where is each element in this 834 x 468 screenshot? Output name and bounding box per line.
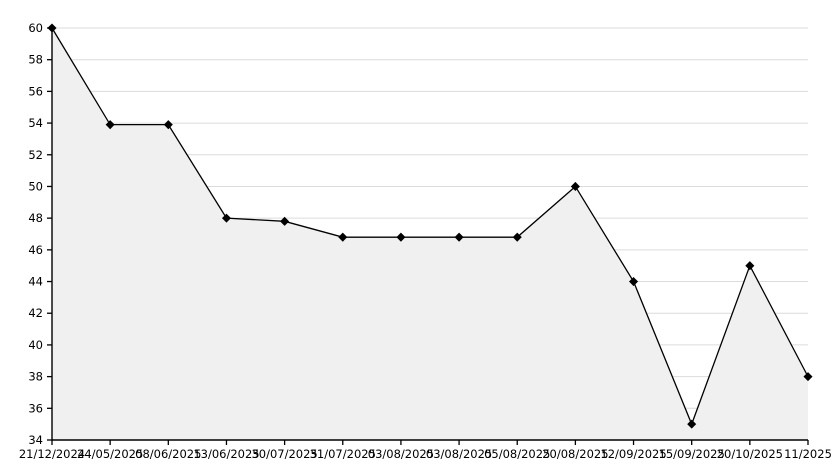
data-point-marker — [47, 23, 57, 33]
x-tick-label: 12/09/2025 — [600, 447, 666, 461]
x-tick-label: 31/07/2025 — [310, 447, 376, 461]
x-tick-label: 24/05/2025 — [77, 447, 143, 461]
data-point-marker — [221, 213, 231, 223]
axes-group — [51, 28, 808, 441]
y-tick-label: 36 — [28, 401, 43, 415]
x-tick-label: 15/09/2025 — [659, 447, 725, 461]
y-tick-label: 34 — [28, 433, 43, 447]
y-tick-label: 50 — [28, 179, 43, 193]
data-point-marker — [163, 120, 173, 130]
y-tick-label: 52 — [28, 148, 43, 162]
x-axis-ticks-group — [51, 440, 809, 445]
x-tick-label: 05/08/2025 — [484, 447, 550, 461]
x-tick-label: 30/07/2025 — [251, 447, 317, 461]
y-tick-label: 40 — [28, 338, 43, 352]
data-point-marker — [512, 232, 522, 242]
y-tick-label: 42 — [28, 306, 43, 320]
x-tick-label: 20/10/2025 — [717, 447, 783, 461]
x-tick-label: 08/06/2025 — [135, 447, 201, 461]
data-line-path — [51, 27, 809, 426]
y-tick-label: 54 — [28, 116, 43, 130]
y-tick-label: 38 — [28, 370, 43, 384]
x-tick-label: 21/12/2024 — [19, 447, 85, 461]
data-point-marker — [105, 120, 115, 130]
y-tick-label: 46 — [28, 243, 43, 257]
data-point-marker — [745, 261, 755, 271]
x-tick-label: 03/08/2025 — [426, 447, 492, 461]
data-point-marker — [396, 232, 406, 242]
y-tick-label: 44 — [28, 275, 43, 289]
x-tick-label: 11/2025 — [784, 447, 832, 461]
y-tick-label: 56 — [28, 84, 43, 98]
y-tick-label: 58 — [28, 53, 43, 67]
x-tick-label: 20/08/2025 — [542, 447, 608, 461]
data-line-group — [51, 27, 809, 426]
data-point-marker — [338, 232, 348, 242]
data-point-marker — [803, 372, 813, 382]
data-point-marker — [629, 277, 639, 287]
y-axis-ticks-group — [47, 27, 52, 441]
x-axis-tick-labels-group: 21/12/202424/05/202508/06/202513/06/2025… — [19, 447, 832, 461]
area-fill-path — [52, 28, 808, 440]
y-tick-label: 60 — [28, 21, 43, 35]
data-point-marker — [280, 216, 290, 226]
area-fill-group — [52, 28, 808, 440]
y-tick-label: 48 — [28, 211, 43, 225]
data-point-marker — [570, 181, 580, 191]
data-point-marker — [687, 419, 697, 429]
x-tick-label: 13/06/2025 — [193, 447, 259, 461]
data-point-marker — [454, 232, 464, 242]
x-tick-label: 03/08/2025 — [368, 447, 434, 461]
data-markers-group — [47, 23, 813, 429]
y-axis-tick-labels-group: 34 36 38 40 42 44 46 48 50 52 54 56 58 60 — [28, 21, 43, 447]
